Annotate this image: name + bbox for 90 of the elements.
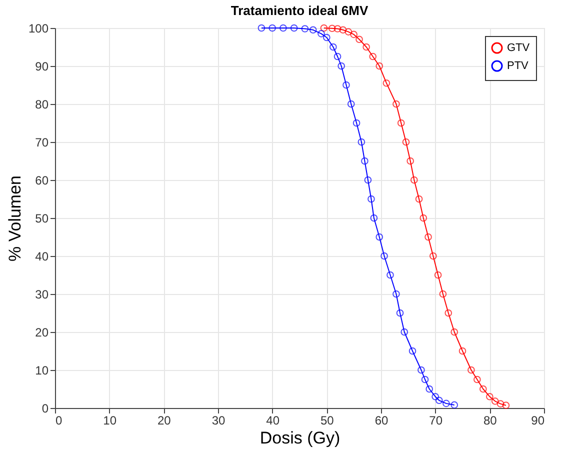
point (430, 252, 437, 260)
y-axis-title: % Volumen (5, 176, 24, 262)
point (424, 233, 432, 241)
point (450, 401, 458, 409)
point (432, 392, 439, 400)
point (382, 79, 390, 87)
point (301, 25, 309, 32)
point (444, 309, 452, 317)
point (376, 62, 384, 70)
point (491, 398, 499, 405)
point (439, 290, 447, 298)
point (435, 396, 443, 404)
y-tick-label: 30 (35, 288, 49, 302)
point (352, 119, 360, 127)
x-tick-label: 40 (266, 414, 280, 428)
point (458, 347, 466, 355)
point (408, 347, 416, 355)
y-tick-label: 10 (35, 364, 49, 378)
point (468, 366, 475, 374)
x-tick-label: 30 (212, 414, 226, 428)
y-tick-label: 0 (42, 402, 49, 416)
point (338, 62, 345, 70)
x-tick-label: 10 (103, 414, 117, 428)
point (392, 100, 400, 108)
point (364, 176, 372, 184)
y-tick-label: 70 (35, 136, 49, 150)
x-tick-label: 80 (483, 414, 498, 428)
x-tick-label: 90 (531, 414, 545, 428)
point (415, 195, 423, 203)
point (386, 271, 394, 279)
point (330, 43, 337, 51)
point (358, 138, 366, 146)
point (434, 271, 442, 279)
point (369, 52, 377, 60)
x-axis-title: Dosis (Gy) (260, 428, 340, 448)
point (400, 328, 408, 336)
point (362, 43, 370, 51)
point (318, 30, 325, 38)
point (344, 28, 352, 36)
point (450, 328, 458, 336)
point (347, 100, 355, 108)
y-tick-label: 90 (35, 60, 49, 74)
x-tick-label: 50 (320, 414, 334, 428)
point (356, 36, 363, 44)
point (258, 24, 266, 32)
legend-label: PTV (507, 60, 530, 72)
chart-title: Tratamiento ideal 6MV (230, 3, 368, 18)
point (334, 25, 342, 32)
point (396, 309, 404, 317)
point (320, 24, 328, 32)
legend-label: GTV (507, 42, 530, 54)
point (397, 119, 405, 127)
y-tick-label: 80 (35, 98, 49, 112)
point (309, 26, 317, 34)
point (334, 52, 342, 60)
point (268, 24, 276, 32)
y-tick-label: 40 (35, 250, 49, 264)
point (328, 24, 336, 32)
x-tick-label: 0 (56, 414, 62, 428)
point (392, 290, 400, 298)
y-tick-label: 100 (28, 22, 49, 36)
point (376, 233, 384, 241)
y-tick-label: 20 (35, 326, 49, 340)
x-tick-label: 70 (429, 414, 443, 428)
point (502, 402, 510, 409)
point (339, 26, 347, 34)
point (380, 252, 388, 260)
y-tick-label: 50 (35, 212, 49, 226)
point (486, 392, 494, 400)
point (479, 385, 487, 393)
point (290, 24, 298, 32)
point (402, 138, 410, 146)
point (350, 30, 358, 38)
point (370, 214, 378, 222)
point (368, 195, 375, 203)
point (323, 34, 330, 42)
point (442, 400, 450, 408)
point (474, 376, 481, 384)
point (280, 24, 287, 32)
point (361, 157, 368, 165)
point (342, 81, 350, 89)
point (421, 376, 429, 384)
point (426, 385, 434, 393)
point (418, 366, 425, 374)
point (420, 214, 428, 222)
y-tick-label: 60 (35, 174, 49, 188)
x-tick-label: 20 (157, 414, 172, 428)
point (410, 176, 418, 184)
x-tick-label: 60 (374, 414, 388, 428)
point (406, 157, 414, 165)
